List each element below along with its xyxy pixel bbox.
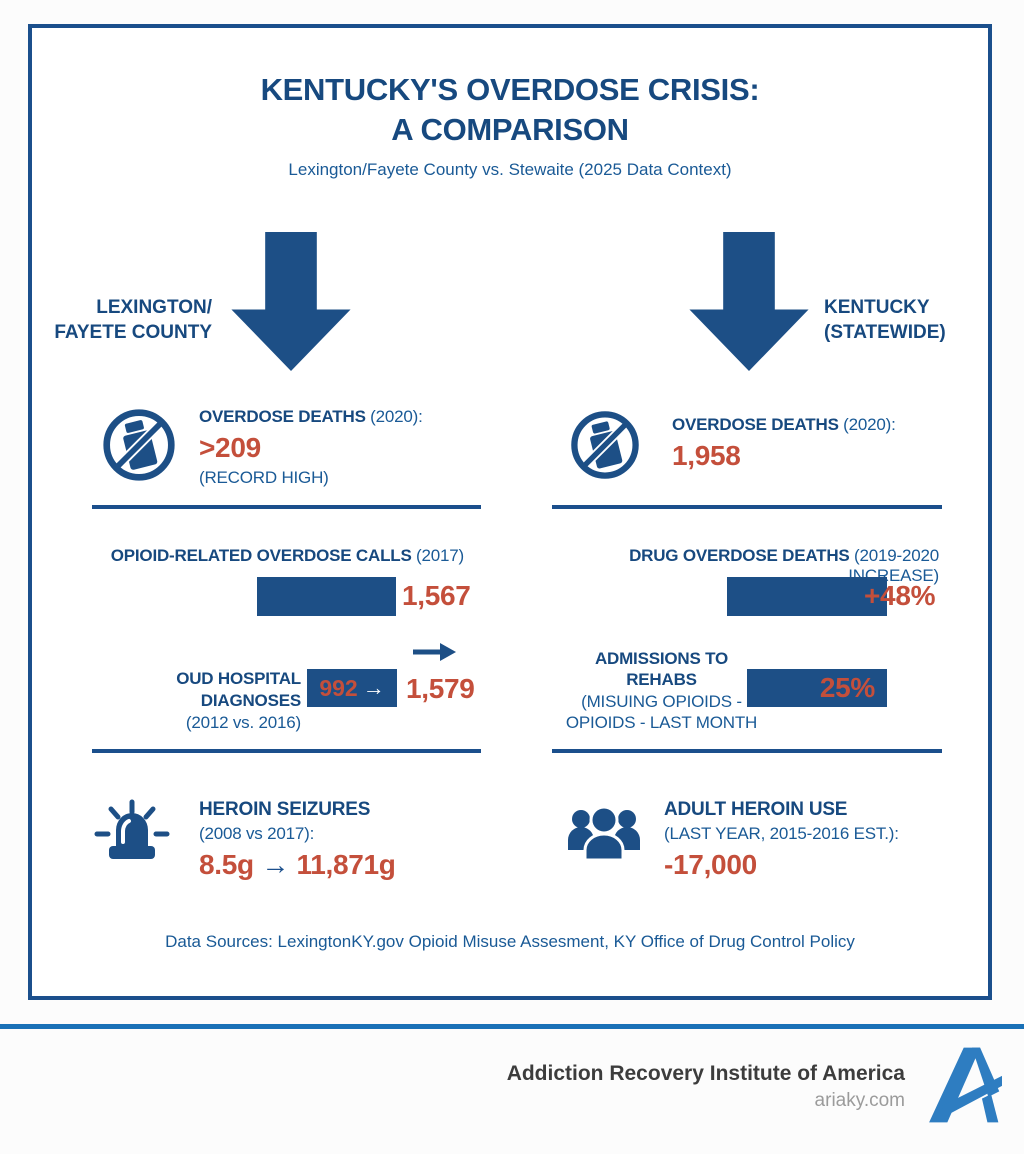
stat-note: (MISUING OPIOIDS - — [581, 691, 742, 711]
stat-label: OUD HOSPITAL DIAGNOSES — [176, 669, 301, 711]
siren-icon — [92, 794, 172, 879]
stat-value: 1,567 — [402, 580, 471, 611]
stat-label: OPIOID-RELATED OVERDOSE CALLS — [110, 546, 412, 565]
stat-label: OVERDOSE DEATHS — [199, 407, 366, 426]
stat-value: 1,958 — [672, 439, 741, 471]
right-arrow-icon — [411, 641, 457, 668]
stat-value: 25% — [819, 672, 875, 703]
bar-rehab-admissions: 25% — [747, 669, 887, 707]
stat-note: (2020): — [370, 407, 423, 426]
footer-org-name: Addiction Recovery Institute of America — [506, 1062, 905, 1085]
stat-overdose-deaths-lexington: OVERDOSE DEATHS (2020): >209 (RECORD HIG… — [199, 406, 423, 490]
header-line: FAYETE COUNTY — [54, 321, 212, 343]
stat-label: OVERDOSE DEATHS — [672, 415, 839, 434]
stat-oud-label: OUD HOSPITAL DIAGNOSES (2012 vs. 2016) — [92, 668, 301, 734]
infographic-card: KENTUCKY'S OVERDOSE CRISIS: A COMPARISON… — [28, 24, 992, 1000]
stat-overdose-deaths-kentucky: OVERDOSE DEATHS (2020): 1,958 — [672, 414, 896, 475]
stat-value-start: 992 — [319, 674, 358, 701]
stat-value: 8.5g → 11,871g — [199, 846, 396, 884]
stat-label: ADMISSIONS TO REHABS — [594, 649, 729, 690]
data-sources: Data Sources: LexingtonKY.gov Opioid Mis… — [165, 932, 855, 951]
stat-adult-heroin-use: ADULT HEROIN USE (LAST YEAR, 2015-2016 E… — [664, 797, 899, 883]
arrow-glyph: → — [261, 848, 290, 880]
no-pills-icon — [101, 407, 177, 488]
stat-heroin-seizures: HEROIN SEIZURES (2008 vs 2017): 8.5g → 1… — [199, 797, 396, 883]
stat-drug-overdose-label: DRUG OVERDOSE DEATHS (2019-2020 INCREASE… — [564, 546, 939, 586]
stat-value: >209 — [199, 431, 261, 463]
down-arrow-icon — [689, 232, 809, 376]
divider — [552, 749, 942, 753]
footer-divider — [0, 1024, 1024, 1029]
bar-oud-diagnoses: 992 → — [307, 669, 397, 707]
no-pills-icon — [569, 409, 641, 486]
divider — [92, 505, 481, 509]
down-arrow-icon — [231, 232, 351, 376]
stat-overdose-calls-label: OPIOID-RELATED OVERDOSE CALLS (2017) — [92, 546, 464, 566]
stat-suffix: (RECORD HIGH) — [199, 467, 329, 487]
stat-label: DRUG OVERDOSE DEATHS — [629, 546, 850, 565]
bar-drug-overdose — [727, 577, 887, 616]
column-header-lexington: LEXINGTON/ FAYETE COUNTY — [52, 296, 212, 345]
arrow-glyph: → — [362, 675, 385, 700]
bar-overdose-calls — [257, 577, 396, 616]
stat-rehab-label: ADMISSIONS TO REHABS (MISUING OPIOIDS - … — [564, 648, 759, 734]
header-line: LEXINGTON/ — [96, 297, 212, 318]
stat-label: HEROIN SEIZURES — [199, 799, 371, 820]
page-title: KENTUCKY'S OVERDOSE CRISIS: A COMPARISON — [32, 70, 988, 149]
column-header-kentucky: KENTUCKY (STATEWIDE) — [824, 296, 994, 345]
stat-value-end: 11,871g — [296, 848, 396, 880]
stat-label: ADULT HEROIN USE — [664, 799, 848, 820]
stat-note: (2017) — [416, 546, 464, 565]
divider — [552, 505, 942, 509]
people-icon — [564, 804, 644, 871]
title-line-2: A COMPARISON — [391, 111, 629, 147]
stat-note: (2012 vs. 2016) — [185, 713, 301, 733]
stat-note: (2008 vs 2017): — [199, 823, 315, 843]
stat-note: OPIOIDS - LAST MONTH — [565, 713, 758, 733]
stat-value: -17,000 — [664, 848, 757, 880]
header-line: KENTUCKY — [824, 297, 930, 318]
stat-note: (2020): — [843, 415, 896, 434]
stat-value-start: 8.5g — [199, 848, 254, 880]
stat-value: +48% — [864, 580, 936, 611]
divider — [92, 749, 481, 753]
header-line: (STATEWIDE) — [824, 321, 946, 343]
stat-value-end: 1,579 — [406, 673, 475, 704]
aria-logo-icon — [920, 1044, 1002, 1131]
title-line-1: KENTUCKY'S OVERDOSE CRISIS: — [260, 72, 760, 107]
stat-note: (LAST YEAR, 2015-2016 EST.): — [664, 823, 899, 843]
footer-website: ariaky.com — [814, 1090, 905, 1111]
page-subtitle: Lexington/Fayete County vs. Stewaite (20… — [288, 160, 732, 179]
